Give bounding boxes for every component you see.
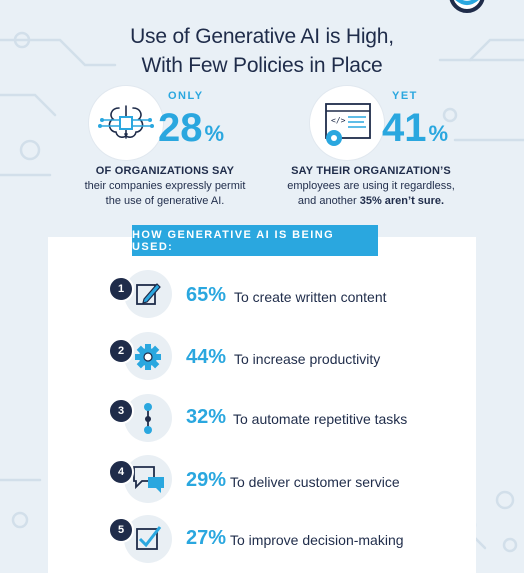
item-label: To automate repetitive tasks (233, 411, 408, 427)
stat-2-value: 41% (382, 108, 448, 154)
list-item: 5 27% To improve decision-making (0, 513, 524, 563)
item-number-badge: 3 (108, 398, 134, 424)
stat-2-caption-last-prefix: and another (297, 195, 360, 207)
item-percent: 27% (186, 527, 227, 549)
page-title: Use of Generative AI is High, With Few P… (0, 22, 524, 80)
stat-2-kicker: YET (392, 90, 418, 102)
item-label: To deliver customer service (230, 474, 400, 490)
stat-1-kicker: ONLY (168, 90, 204, 102)
stat-1-number: 28 (158, 106, 203, 150)
svg-text:</>: </> (331, 116, 346, 125)
code-window-gear-icon: </> (310, 86, 384, 160)
stat-2-caption: SAY THEIR ORGANIZATION’S employees are u… (266, 164, 476, 209)
item-label: To improve decision-making (230, 532, 404, 548)
item-percent: 65% (186, 284, 227, 306)
usage-panel-header: HOW GENERATIVE AI IS BEING USED: (132, 225, 378, 256)
item-label: To increase productivity (234, 351, 381, 367)
item-number-badge: 4 (108, 459, 134, 485)
brain-circuit-icon (89, 86, 163, 160)
item-number-badge: 2 (108, 338, 134, 364)
chat-bubbles-icon (124, 455, 172, 503)
stat-1-caption-bold: OF ORGANIZATIONS SAY (95, 165, 235, 177)
list-item: 3 32% To automate repetitive tasks (0, 392, 524, 442)
stat-2-caption-last-bold: 35% aren’t sure. (359, 195, 445, 207)
stat-2-unit: % (428, 121, 449, 146)
item-percent: 29% (186, 469, 227, 491)
gear-icon (124, 332, 172, 380)
workflow-icon (124, 394, 172, 442)
title-line-2: With Few Policies in Place (141, 54, 383, 77)
corner-logo-icon (449, 0, 485, 13)
title-line-1: Use of Generative AI is High, (130, 25, 394, 48)
stat-1-caption-line: their companies expressly permit (84, 180, 246, 192)
stat-2-caption-last-line: and another 35% aren’t sure. (266, 194, 476, 209)
item-percent: 44% (186, 346, 227, 368)
stat-1-caption-line: the use of generative AI. (105, 195, 225, 207)
item-label: To create written content (234, 289, 387, 305)
stat-2-number: 41 (382, 106, 427, 150)
stat-1-unit: % (204, 121, 225, 146)
item-number-badge: 1 (108, 276, 134, 302)
list-item: 4 29% To deliver customer service (0, 453, 524, 503)
item-number-badge: 5 (108, 517, 134, 543)
stat-2-caption-line: employees are using it regardless, (287, 180, 455, 192)
stat-1-caption: OF ORGANIZATIONS SAY their companies exp… (55, 164, 275, 209)
stat-1-value: 28% (158, 108, 224, 154)
stat-2-caption-bold: SAY THEIR ORGANIZATION’S (291, 165, 451, 177)
list-item: 2 44% To increase productivity (0, 330, 524, 380)
item-percent: 32% (186, 406, 227, 428)
list-item: 1 65% To create written content (0, 268, 524, 318)
